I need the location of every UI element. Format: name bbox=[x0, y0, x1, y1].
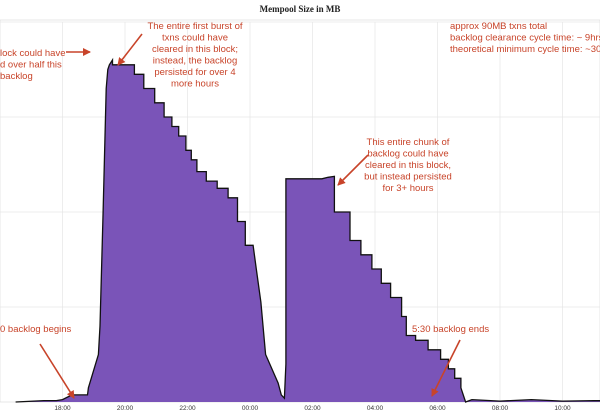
x-tick-label: 00:00 bbox=[242, 405, 259, 412]
x-tick-label: 04:00 bbox=[367, 405, 384, 412]
annotation-arrow bbox=[337, 154, 369, 186]
x-tick-labels: 18:00 20:00 22:00 00:00 02:00 04:00 06:00 08:00… bbox=[54, 405, 571, 412]
annotations: lock could have d over half this backlog Th… bbox=[0, 21, 600, 335]
x-tick-label: 08:00 bbox=[492, 405, 509, 412]
x-tick-label: 02:00 bbox=[304, 405, 321, 412]
x-tick-label: 20:00 bbox=[117, 405, 134, 412]
annotation-arrow bbox=[39, 343, 75, 399]
annotation-arrow bbox=[431, 339, 461, 397]
x-tick-label: 06:00 bbox=[429, 405, 446, 412]
series-area bbox=[15, 57, 600, 403]
mempool-area-fill bbox=[15, 60, 600, 402]
x-tick-label: 10:00 bbox=[554, 405, 571, 412]
annotation-arrow bbox=[117, 33, 143, 66]
chart-title: Mempool Size in MB bbox=[260, 4, 341, 14]
annotation-arrows bbox=[39, 33, 461, 399]
annotation-text: This entire chunk of backlog could have cl… bbox=[364, 137, 452, 194]
x-tick-label: 22:00 bbox=[179, 405, 196, 412]
annotation-text: approx 90MB txns total backlog clearance … bbox=[450, 21, 600, 55]
x-tick-label: 18:00 bbox=[54, 405, 71, 412]
annotation-text: 0 backlog begins bbox=[0, 324, 72, 335]
annotation-text: lock could have d over half this backlog bbox=[0, 48, 65, 82]
mempool-size-line bbox=[15, 57, 600, 403]
annotation-text: The entire first burst of txns could have… bbox=[147, 21, 242, 90]
annotation-text: 5:30 backlog ends bbox=[412, 324, 489, 335]
